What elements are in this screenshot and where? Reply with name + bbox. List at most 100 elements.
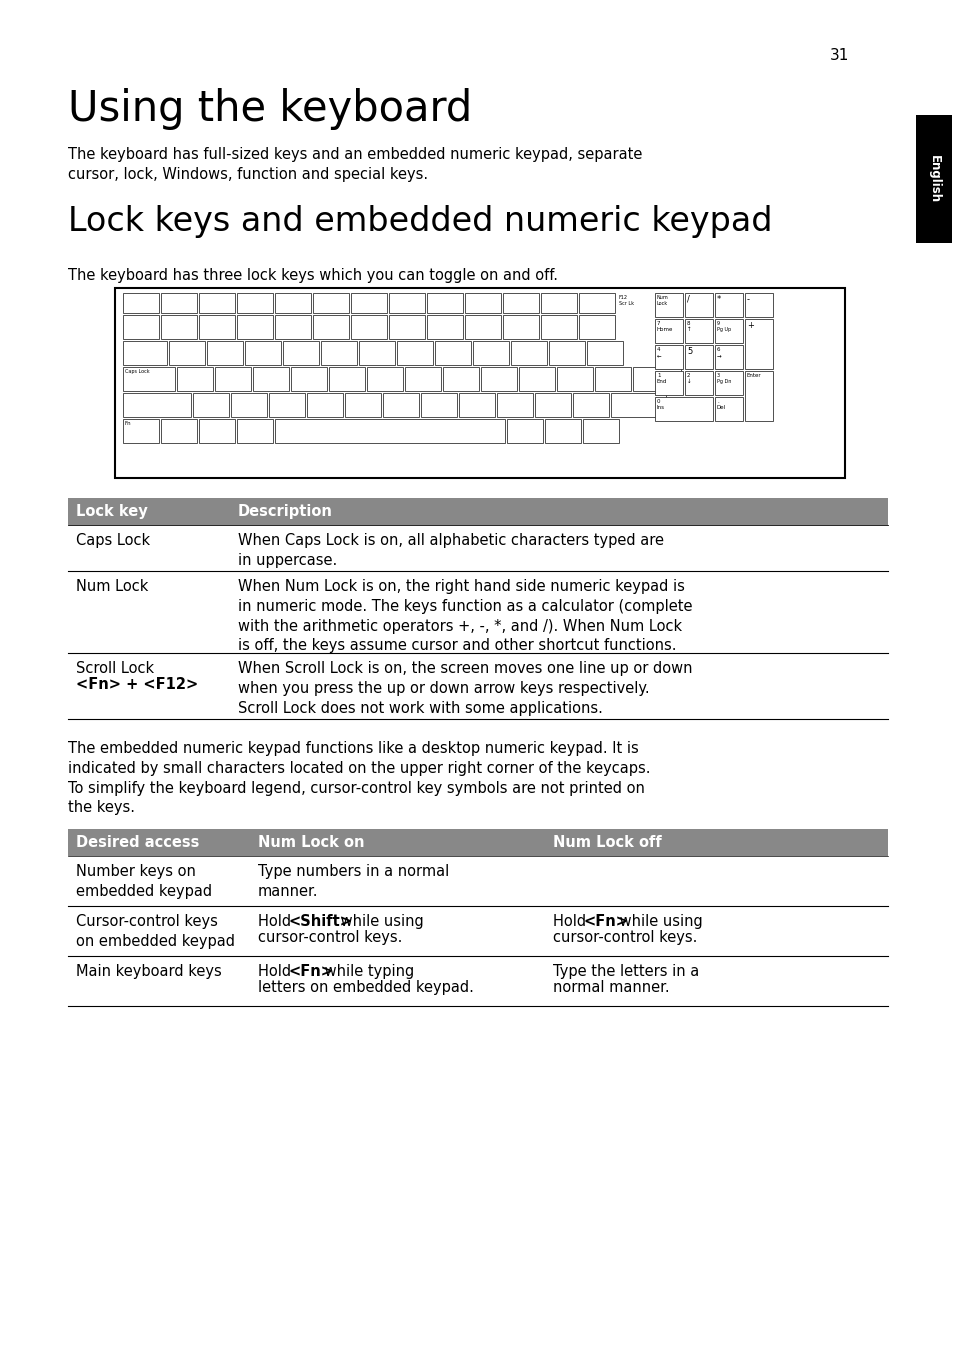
Bar <box>610 393 665 418</box>
Text: <Shift>: <Shift> <box>289 914 353 930</box>
Text: Num Lock: Num Lock <box>76 579 149 594</box>
Bar <box>655 293 682 318</box>
Bar <box>578 315 615 340</box>
Bar <box>518 367 555 392</box>
Bar <box>480 367 517 392</box>
Bar <box>684 345 712 370</box>
Bar <box>442 367 478 392</box>
Bar <box>123 315 159 340</box>
Text: 3
Pg Dn: 3 Pg Dn <box>717 372 731 383</box>
Text: normal manner.: normal manner. <box>553 980 669 995</box>
Bar <box>123 293 159 314</box>
Bar <box>714 371 742 396</box>
Bar <box>236 315 273 340</box>
Text: <Fn>: <Fn> <box>289 964 334 979</box>
Text: Caps Lock: Caps Lock <box>76 533 150 548</box>
Bar <box>714 345 742 370</box>
Bar <box>169 341 205 366</box>
Bar <box>307 393 343 418</box>
Bar <box>714 397 742 422</box>
Text: 2
↓: 2 ↓ <box>686 372 691 383</box>
Text: -: - <box>746 294 749 304</box>
Bar <box>389 293 424 314</box>
Text: Hold: Hold <box>257 964 295 979</box>
Text: Num
Lock: Num Lock <box>657 294 668 305</box>
Bar <box>68 830 887 856</box>
Bar <box>744 319 772 370</box>
Bar <box>214 367 251 392</box>
Text: Scroll Lock: Scroll Lock <box>76 661 154 676</box>
Text: .
Del: . Del <box>717 398 725 409</box>
Text: while typing: while typing <box>319 964 414 979</box>
Text: *: * <box>717 294 720 304</box>
Text: Number keys on
embedded keypad: Number keys on embedded keypad <box>76 864 212 899</box>
Bar <box>473 341 509 366</box>
Text: <Fn>: <Fn> <box>583 914 628 930</box>
Bar <box>313 315 349 340</box>
Bar <box>329 367 365 392</box>
Bar <box>502 293 538 314</box>
Bar <box>199 315 234 340</box>
Text: 1
End: 1 End <box>657 372 667 383</box>
Bar <box>582 419 618 444</box>
Bar <box>497 393 533 418</box>
Bar <box>161 293 196 314</box>
Text: The keyboard has three lock keys which you can toggle on and off.: The keyboard has three lock keys which y… <box>68 268 558 283</box>
Bar <box>506 419 542 444</box>
Bar <box>655 371 682 396</box>
Bar <box>199 419 234 444</box>
Bar <box>557 367 593 392</box>
Bar <box>714 319 742 344</box>
Bar <box>655 319 682 344</box>
Bar <box>586 341 622 366</box>
Text: Lock keys and embedded numeric keypad: Lock keys and embedded numeric keypad <box>68 205 772 238</box>
Text: 9
Pg Up: 9 Pg Up <box>717 320 730 331</box>
Bar <box>540 293 577 314</box>
Text: Type the letters in a: Type the letters in a <box>553 964 699 979</box>
Bar <box>161 315 196 340</box>
Bar <box>351 315 387 340</box>
Bar <box>358 341 395 366</box>
Bar <box>420 393 456 418</box>
Bar <box>535 393 571 418</box>
Bar <box>464 293 500 314</box>
Bar <box>595 367 630 392</box>
Bar <box>123 393 191 418</box>
Text: cursor-control keys.: cursor-control keys. <box>257 930 402 945</box>
Bar <box>684 319 712 344</box>
Bar <box>367 367 402 392</box>
Text: Hold: Hold <box>553 914 590 930</box>
Text: Main keyboard keys: Main keyboard keys <box>76 964 221 979</box>
Text: 8
↑: 8 ↑ <box>686 320 691 331</box>
Text: F12
Scr Lk: F12 Scr Lk <box>618 294 634 305</box>
Bar <box>320 341 356 366</box>
Bar <box>199 293 234 314</box>
Bar <box>540 315 577 340</box>
Text: When Caps Lock is on, all alphabetic characters typed are
in uppercase.: When Caps Lock is on, all alphabetic cha… <box>237 533 663 568</box>
Text: Lock key: Lock key <box>76 504 148 519</box>
Bar <box>231 393 267 418</box>
Bar <box>915 115 951 244</box>
Bar <box>655 397 712 422</box>
Bar <box>236 419 273 444</box>
Text: Using the keyboard: Using the keyboard <box>68 88 472 130</box>
Bar <box>123 367 174 392</box>
Text: +: + <box>746 320 753 330</box>
Text: 5: 5 <box>686 346 692 356</box>
Text: 31: 31 <box>829 48 848 63</box>
Bar <box>633 367 680 392</box>
Text: Cursor-control keys
on embedded keypad: Cursor-control keys on embedded keypad <box>76 914 234 949</box>
Text: Description: Description <box>237 504 333 519</box>
Text: The keyboard has full-sized keys and an embedded numeric keypad, separate
cursor: The keyboard has full-sized keys and an … <box>68 146 641 182</box>
Bar <box>313 293 349 314</box>
Text: while using: while using <box>615 914 702 930</box>
Text: <Fn> + <F12>: <Fn> + <F12> <box>76 678 198 691</box>
Bar <box>161 419 196 444</box>
Text: Caps Lock: Caps Lock <box>125 370 150 374</box>
Bar <box>274 315 311 340</box>
Bar <box>351 293 387 314</box>
Text: Enter: Enter <box>746 372 760 378</box>
Bar <box>744 371 772 422</box>
Bar <box>435 341 471 366</box>
Bar <box>427 293 462 314</box>
